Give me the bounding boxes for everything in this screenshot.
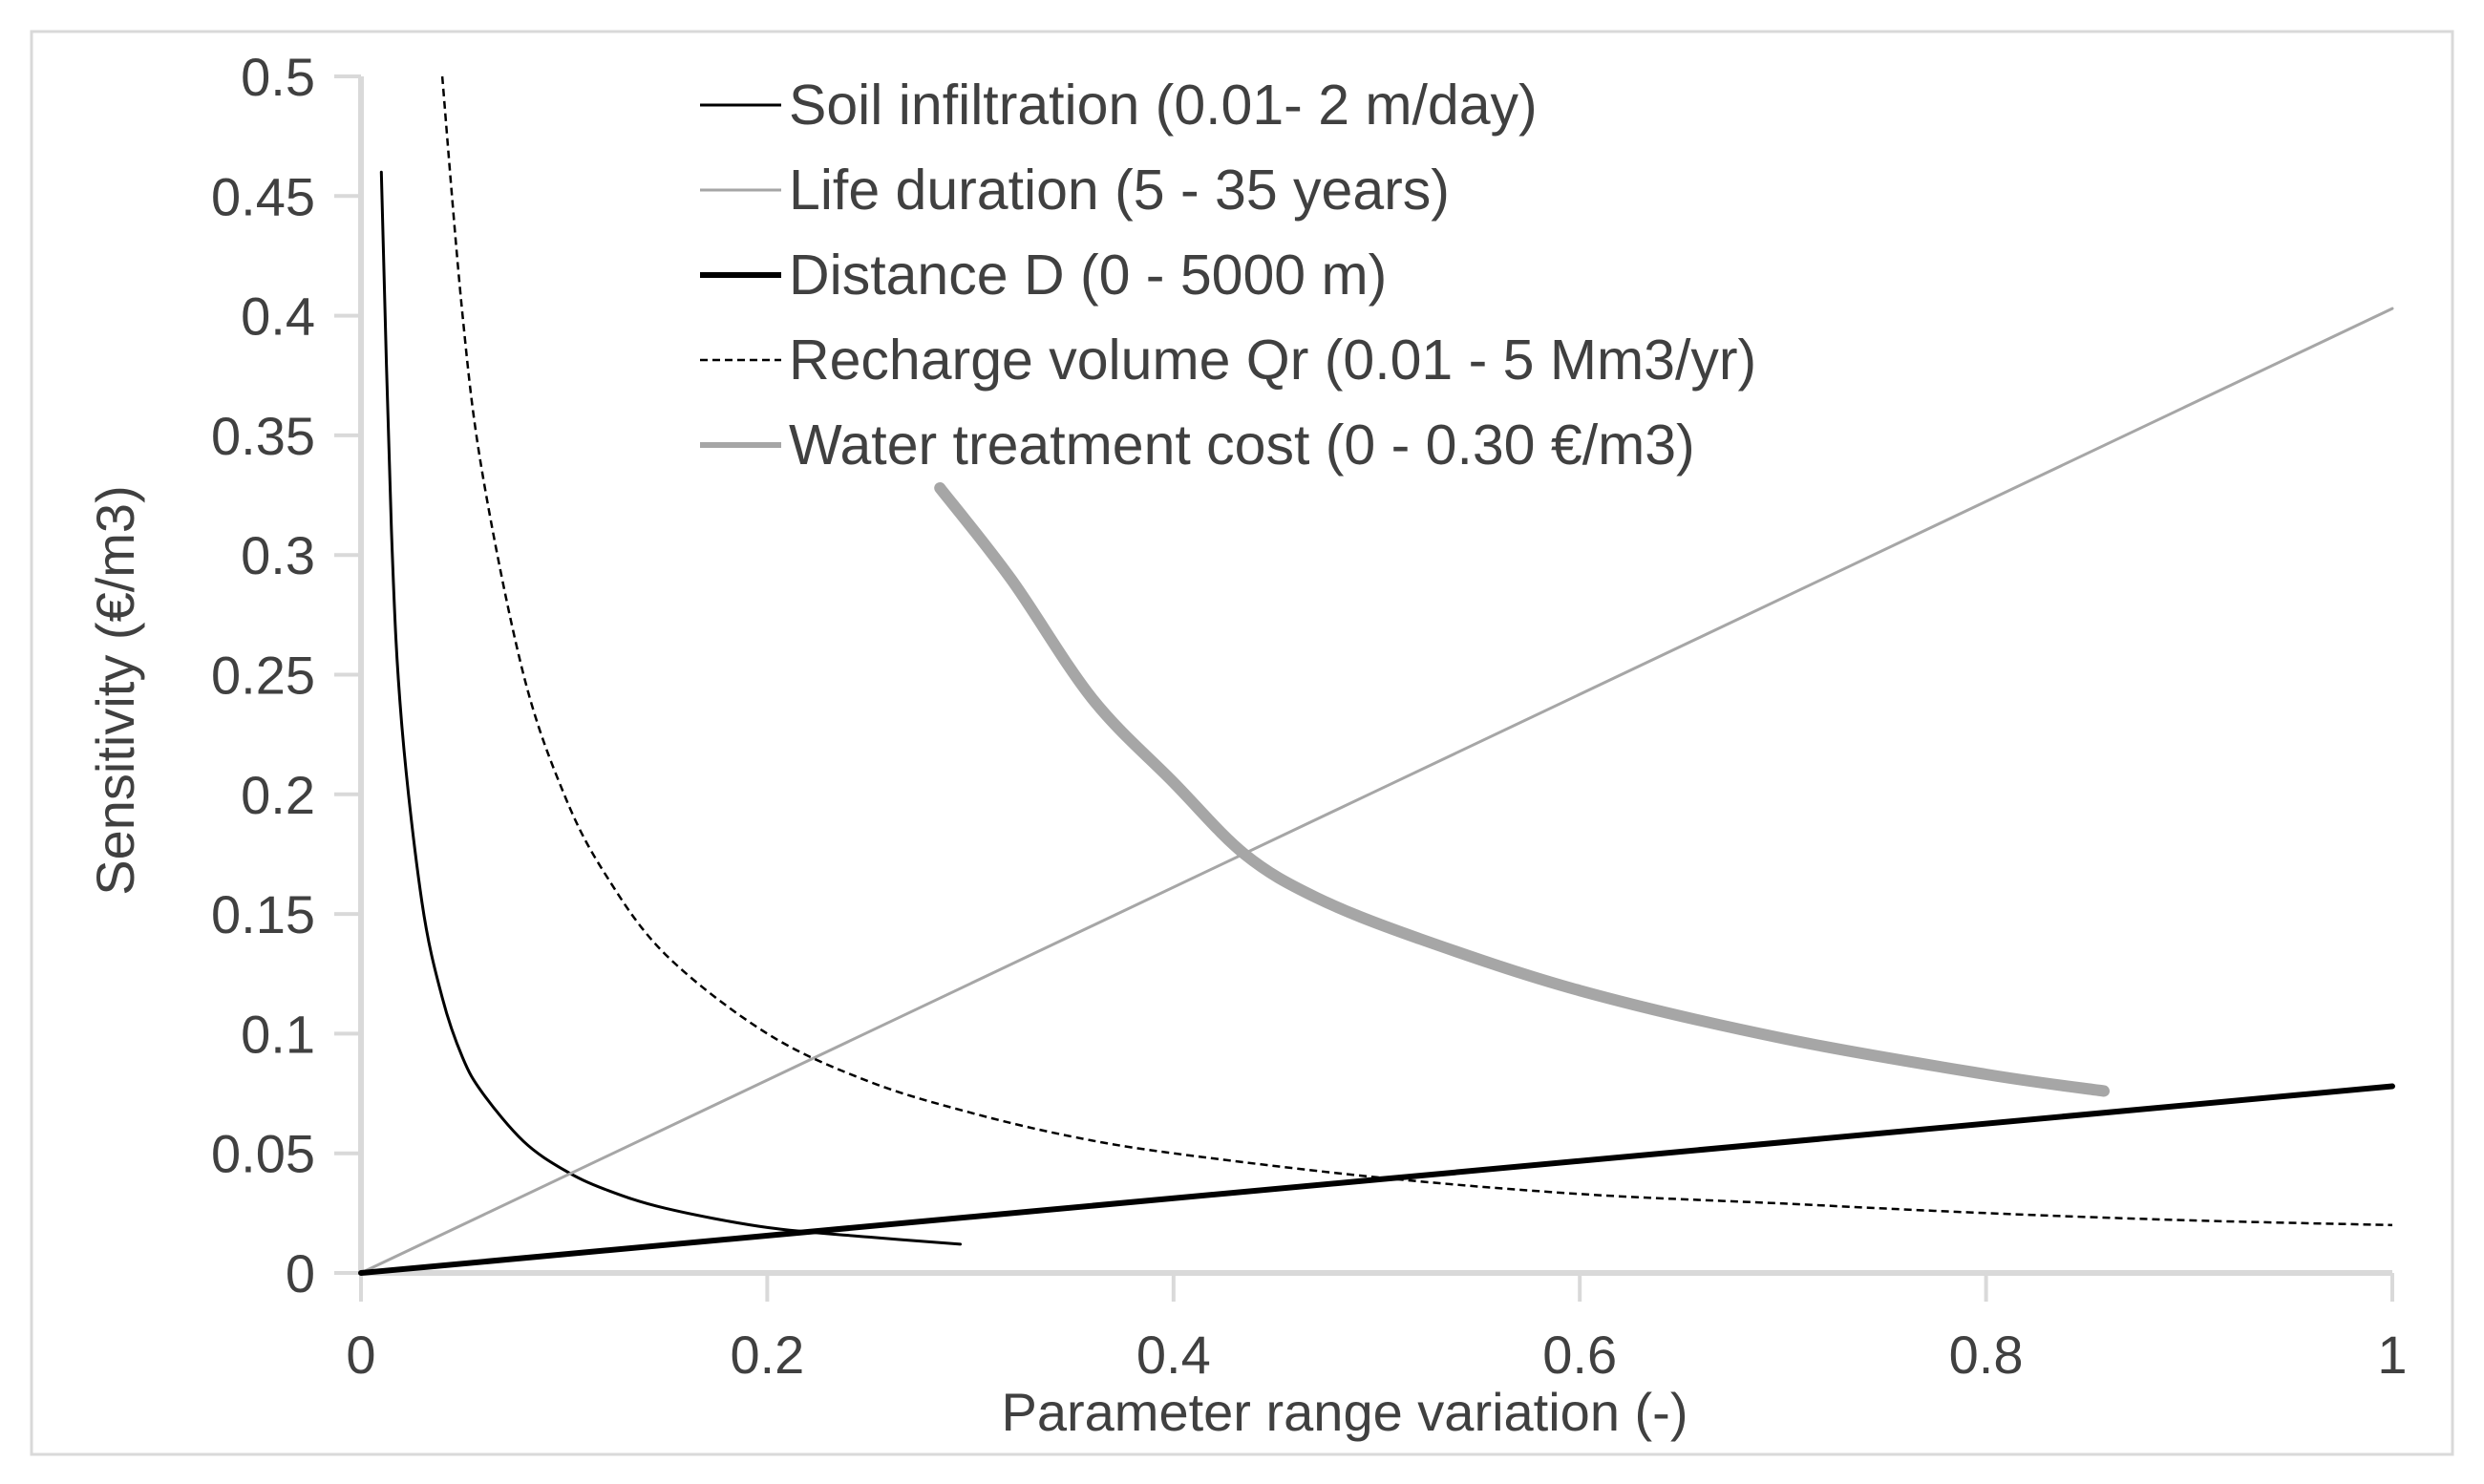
- plot-area: [358, 75, 2395, 1276]
- x-tick-label: 0.4: [1136, 1325, 1211, 1385]
- y-tick-label: 0: [286, 1243, 315, 1304]
- y-tick-label: 0.15: [211, 884, 315, 944]
- legend-label-3: Recharge volume Qr (0.01 - 5 Mm3/yr): [789, 329, 1756, 392]
- x-tick-label: 0.2: [730, 1325, 804, 1385]
- series-line-1: [359, 307, 2394, 1275]
- axes: 0 0.05 0.1 0.15 0.2 0.25 0.3 0.35 0.4 0.45 0.5 0 0.2…: [211, 47, 2408, 1385]
- y-tick-label: 0.4: [241, 286, 315, 347]
- y-tick-label: 0.25: [211, 646, 315, 706]
- x-tick-label: 0.6: [1542, 1325, 1617, 1385]
- legend: Soil infiltration (0.01- 2 m/day) Life du…: [700, 74, 1756, 477]
- y-axis-title: Sensitivity (€/m3): [85, 485, 145, 895]
- series-line-2: [358, 1083, 2395, 1276]
- x-tick-label: 0: [346, 1325, 375, 1385]
- x-tick-label: 1: [2377, 1325, 2407, 1385]
- legend-label-2: Distance D (0 - 5000 m): [789, 244, 1387, 307]
- y-tick-label: 0.2: [241, 765, 315, 825]
- y-tick-label: 0.3: [241, 525, 315, 585]
- series-line-3: [440, 75, 2393, 1227]
- legend-label-4: Water treatment cost (0 - 0.30 €/m3): [789, 413, 1695, 477]
- legend-label-0: Soil infiltration (0.01- 2 m/day): [789, 74, 1538, 137]
- legend-label-1: Life duration (5 - 35 years): [789, 159, 1450, 222]
- x-tick-label: 0.8: [1949, 1325, 2024, 1385]
- x-axis-title: Parameter range variation (-): [1002, 1382, 1688, 1442]
- y-tick-label: 0.35: [211, 406, 315, 466]
- chart-border: [30, 30, 2454, 1456]
- series-line-0: [379, 170, 962, 1246]
- y-tick-label: 0.45: [211, 166, 315, 226]
- y-tick-label: 0.5: [241, 47, 315, 107]
- y-tick-label: 0.05: [211, 1124, 315, 1184]
- y-tick-label: 0.1: [241, 1004, 315, 1064]
- series-line-4: [934, 482, 2110, 1097]
